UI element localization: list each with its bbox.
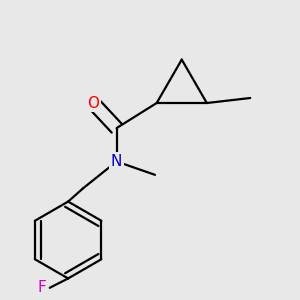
Text: N: N [111, 154, 122, 169]
Text: F: F [37, 280, 46, 295]
Text: O: O [87, 95, 99, 110]
